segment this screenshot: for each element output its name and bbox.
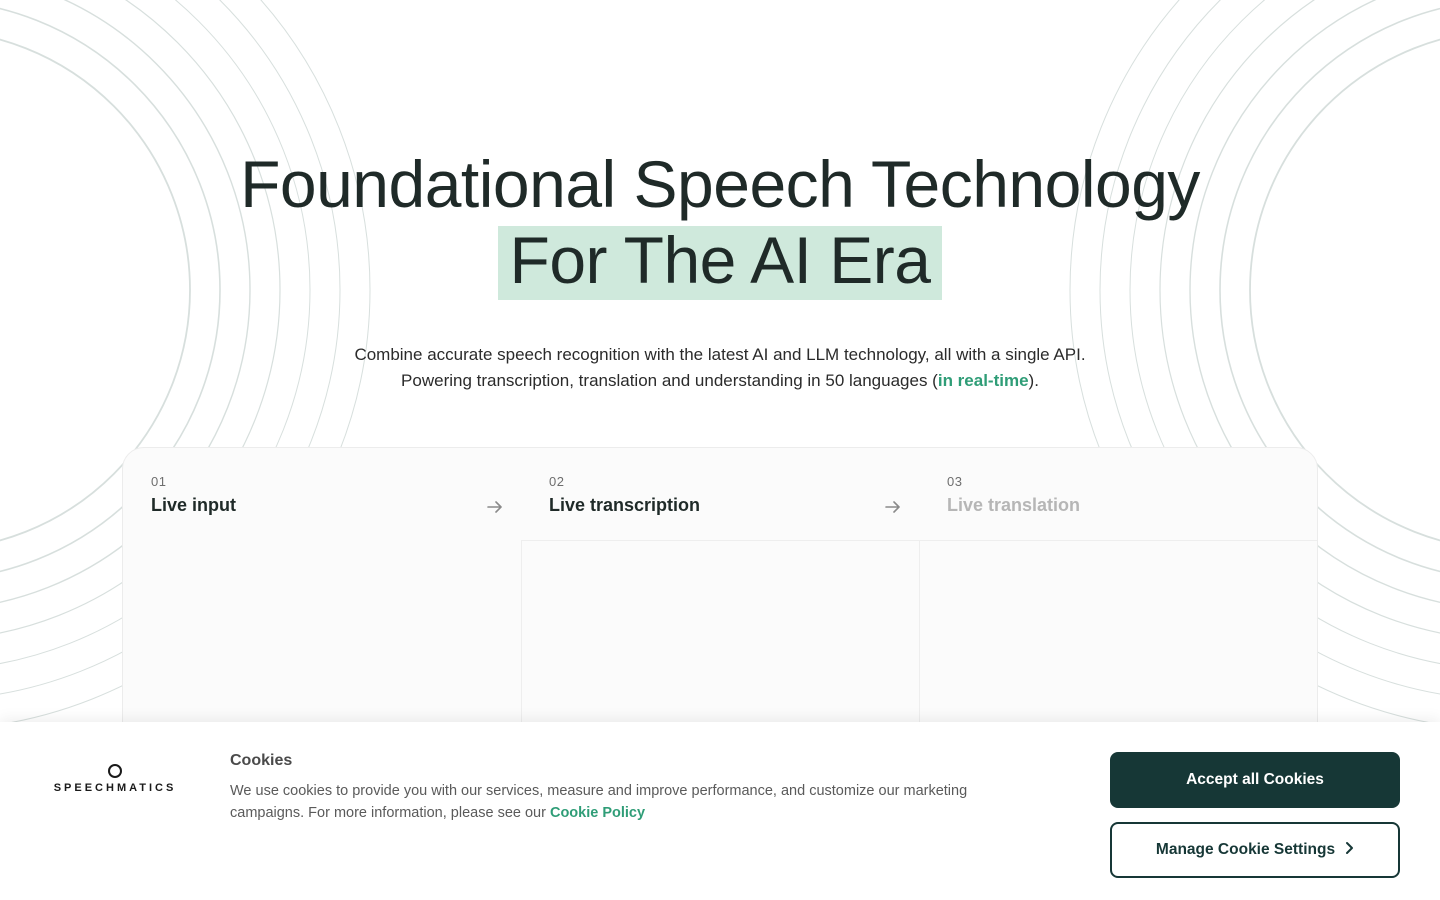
brand-logo: SPEECHMATICS xyxy=(40,752,190,794)
demo-tabs: 01 Live input 02 Live transcription 03 L… xyxy=(123,448,1317,540)
tab-number: 01 xyxy=(151,474,493,489)
hero-line2-highlight: For The AI Era xyxy=(498,226,943,300)
cookie-title: Cookies xyxy=(230,752,1070,770)
manage-cookies-label: Manage Cookie Settings xyxy=(1156,841,1335,859)
tab-label: Live input xyxy=(151,495,493,516)
cookie-policy-link[interactable]: Cookie Policy xyxy=(550,805,645,821)
hero-sub-line2-pre: Powering transcription, translation and … xyxy=(401,371,938,390)
accept-cookies-button[interactable]: Accept all Cookies xyxy=(1110,752,1400,808)
manage-cookies-button[interactable]: Manage Cookie Settings xyxy=(1110,822,1400,878)
chevron-right-icon xyxy=(1345,841,1354,860)
arrow-right-icon xyxy=(487,500,503,514)
realtime-link[interactable]: in real-time xyxy=(938,371,1029,390)
hero-heading: Foundational Speech Technology For The A… xyxy=(0,150,1440,300)
cookie-buttons: Accept all Cookies Manage Cookie Setting… xyxy=(1110,752,1400,878)
tab-number: 03 xyxy=(947,474,1289,489)
arrow-right-icon xyxy=(885,500,901,514)
cookie-banner: SPEECHMATICS Cookies We use cookies to p… xyxy=(0,722,1440,900)
brand-mark-icon xyxy=(108,764,122,778)
tab-number: 02 xyxy=(549,474,891,489)
hero: Foundational Speech Technology For The A… xyxy=(0,0,1440,395)
accept-cookies-label: Accept all Cookies xyxy=(1186,771,1324,789)
brand-wordmark: SPEECHMATICS xyxy=(54,782,177,794)
tab-live-input[interactable]: 01 Live input xyxy=(123,448,521,540)
hero-line1: Foundational Speech Technology xyxy=(240,147,1200,221)
tab-label: Live translation xyxy=(947,495,1289,516)
hero-sub-line1: Combine accurate speech recognition with… xyxy=(354,345,1085,364)
tab-live-transcription[interactable]: 02 Live transcription xyxy=(521,448,919,540)
tab-label: Live transcription xyxy=(549,495,891,516)
hero-sub-line2-post: ). xyxy=(1029,371,1039,390)
cookie-text: Cookies We use cookies to provide you wi… xyxy=(230,752,1070,825)
tab-live-translation[interactable]: 03 Live translation xyxy=(919,448,1317,540)
cookie-body: We use cookies to provide you with our s… xyxy=(230,780,1010,825)
hero-subtext: Combine accurate speech recognition with… xyxy=(0,342,1440,395)
